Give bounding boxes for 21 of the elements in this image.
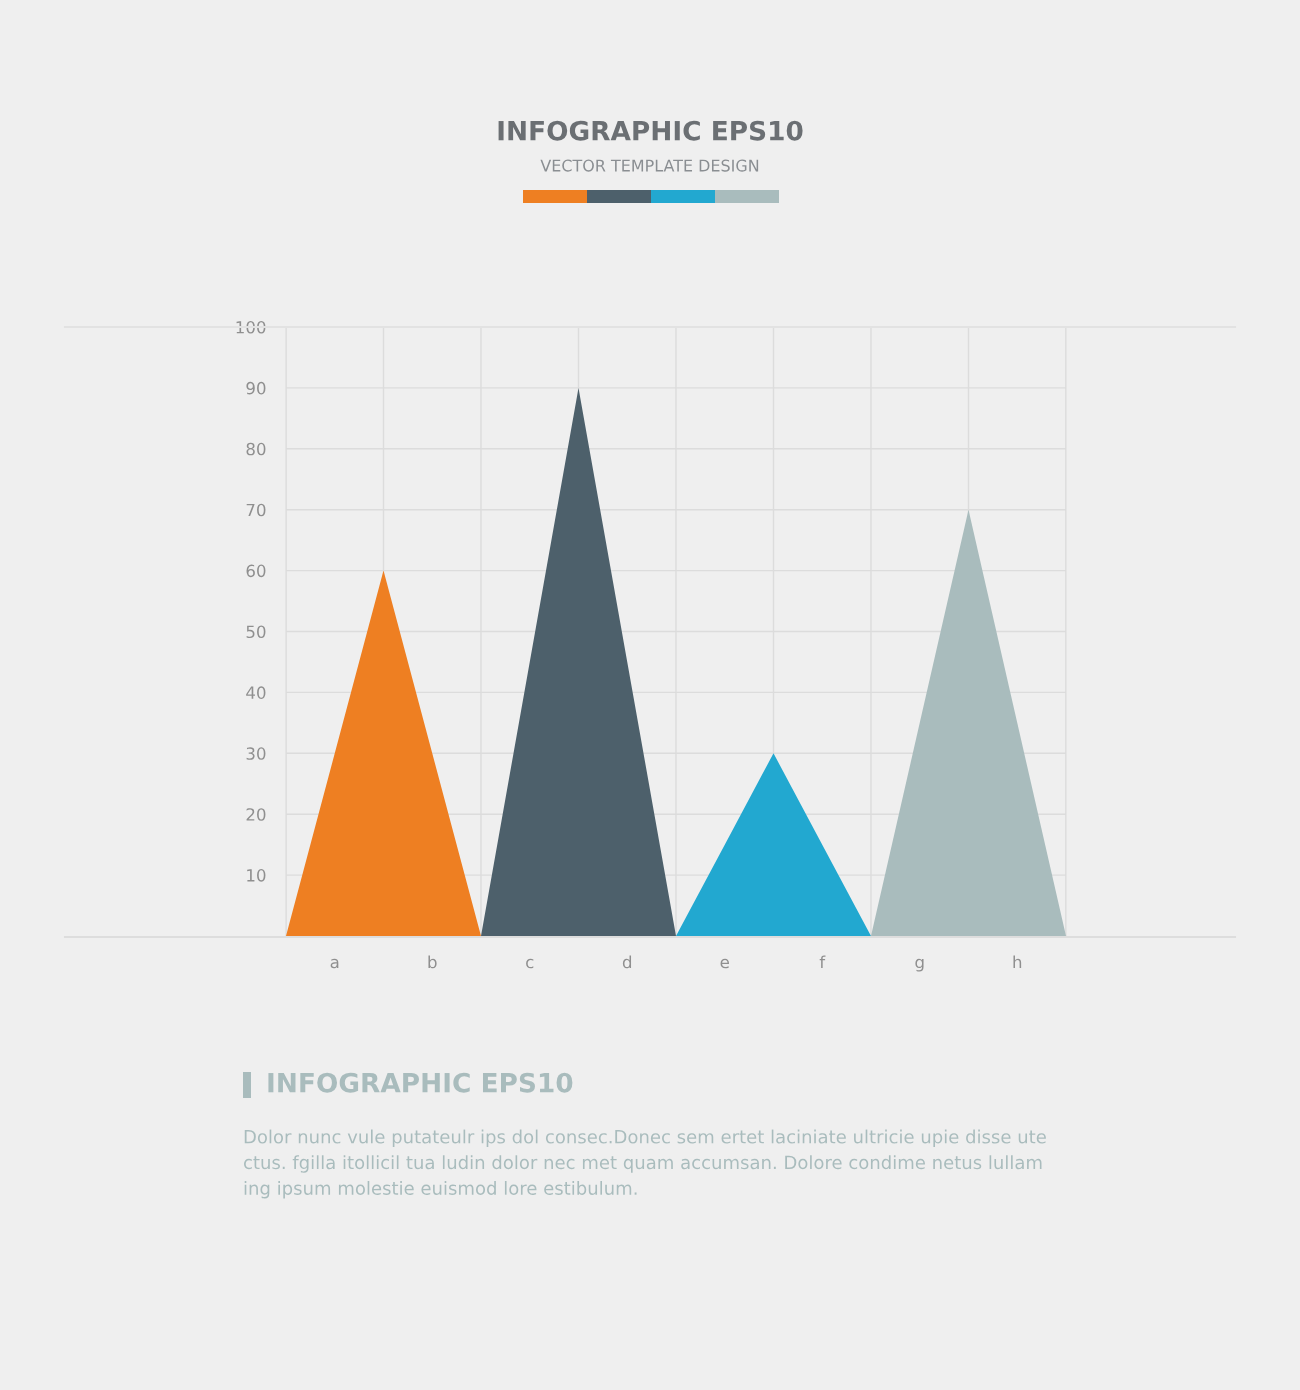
x-tick-label: g: [915, 958, 924, 972]
y-tick-label: 20: [246, 808, 266, 821]
y-tick-label: 80: [246, 442, 266, 456]
y-tick-label: 60: [246, 564, 266, 578]
x-tick-label: e: [720, 958, 729, 969]
y-tick-label: 10: [247, 869, 266, 882]
chart-subtitle: VECTOR TEMPLATE DESIGN: [540, 159, 759, 172]
y-tick-label: 90: [246, 381, 266, 395]
x-tick-label: h: [1013, 955, 1022, 969]
x-tick-label: d: [622, 955, 632, 969]
y-tick-label: 30: [246, 747, 266, 760]
x-tick-label: c: [526, 958, 534, 969]
text: Dolor nunc vule putateulr ips dol consec.Donec sem ertet laciniate ultricie upie disse ute ctus. fgilla itollicil tua ludin dolor nec met quam accumsan. Dolore condime netus lullam ing ipsum molestie euismod lore estibulum.: [244, 1129, 1046, 1199]
x-tick-label: f: [819, 955, 826, 969]
x-tick-label: b: [428, 955, 437, 969]
x-tick-label: a: [330, 958, 339, 969]
text: INFOGRAPHIC EPS10: [268, 1072, 573, 1093]
y-tick-label: 70: [246, 503, 266, 517]
y-tick-label: 50: [246, 625, 266, 639]
chart-title: INFOGRAPHIC EPS10: [498, 120, 803, 141]
y-tick-label: 40: [246, 686, 266, 699]
